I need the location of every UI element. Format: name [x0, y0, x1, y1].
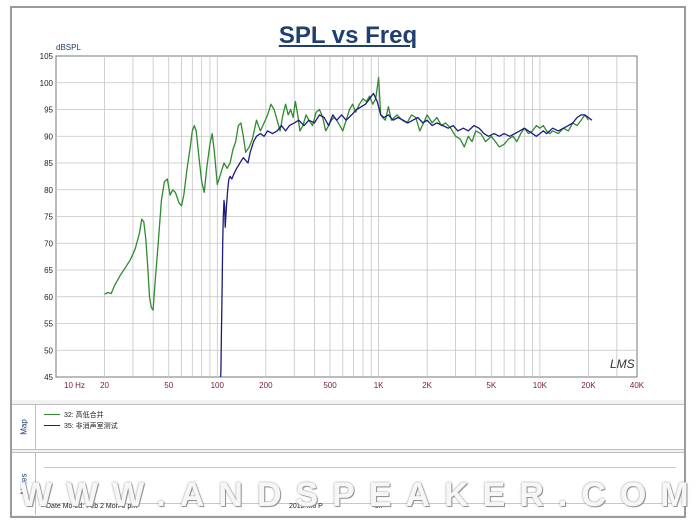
- y-tick-label: 95: [44, 106, 53, 115]
- x-tick-label: 500: [323, 381, 337, 390]
- y-tick-label: 65: [44, 266, 53, 275]
- grid: [55, 55, 638, 378]
- x-tick-label: 10K: [533, 381, 548, 390]
- notes-divider: [44, 467, 676, 468]
- legend-label: 32: 高低合并: [64, 411, 104, 419]
- x-tick-label: 5K: [486, 381, 496, 390]
- y-tick-label: 85: [44, 159, 53, 168]
- y-axis-label: dBSPL: [56, 43, 81, 52]
- y-tick-label: 100: [40, 79, 54, 88]
- legend-swatch-green: [44, 414, 60, 415]
- x-tick-label: 40K: [630, 381, 645, 390]
- notes-panel: Notes Date Mo ed: Feb 2 Mon 6 pm 2012 Mo…: [12, 452, 684, 515]
- y-tick-label: 45: [44, 373, 53, 382]
- tick-labels: 45 50 55 60 65 70 75 80 85 90 95 100 105 10 Hz 20 50 100…: [40, 52, 645, 390]
- watermark: WWW.ANDSPEAKER.COM: [20, 476, 690, 514]
- notes-side-label: Notes: [12, 453, 36, 515]
- spl-chart: 45 50 55 60 65 70 75 80 85 90 95 100 105 10 Hz 20 50 100…: [40, 43, 645, 390]
- legend-item[interactable]: 35: 非消声室测试: [44, 420, 118, 431]
- x-tick-label: 100: [211, 381, 225, 390]
- legend-swatch-blue: [44, 425, 60, 426]
- y-tick-label: 55: [44, 320, 53, 329]
- x-tick-label: 200: [259, 381, 273, 390]
- map-label: Map: [19, 419, 28, 435]
- map-panel: Map 32: 高低合并 35: 非消声室测试: [12, 404, 684, 450]
- lms-logo: LMS: [610, 357, 635, 371]
- x-tick-label: 1K: [374, 381, 384, 390]
- legend-item[interactable]: 32: 高低合并: [44, 409, 118, 420]
- legend: 32: 高低合并 35: 非消声室测试: [44, 409, 118, 431]
- series-line-1: [220, 92, 593, 378]
- notes-date-text: Date Mo ed: Feb 2 Mon 6 pm 2012 Mo P on: [46, 503, 383, 510]
- chart-title: SPL vs Freq: [278, 22, 418, 49]
- map-side-label: Map: [12, 405, 36, 449]
- series-lines: [104, 76, 593, 378]
- x-tick-label: 2K: [422, 381, 432, 390]
- y-tick-label: 60: [44, 293, 53, 302]
- y-tick-label: 80: [44, 186, 53, 195]
- series-line-0: [104, 76, 589, 311]
- x-tick-label: 20: [100, 381, 109, 390]
- x-tick-label: 20K: [581, 381, 596, 390]
- y-tick-label: 90: [44, 132, 53, 141]
- chart-panel: SPL vs Freq 45 50 55 60 65 70 75 80 85 90 95 100 105…: [12, 8, 684, 400]
- y-tick-label: 105: [40, 52, 54, 61]
- notes-divider: [44, 503, 676, 504]
- x-tick-label: 50: [164, 381, 173, 390]
- x-tick-label: 10 Hz: [64, 381, 85, 390]
- y-tick-label: 50: [44, 346, 53, 355]
- y-tick-label: 75: [44, 213, 53, 222]
- y-tick-label: 70: [44, 239, 53, 248]
- legend-label: 35: 非消声室测试: [64, 422, 118, 430]
